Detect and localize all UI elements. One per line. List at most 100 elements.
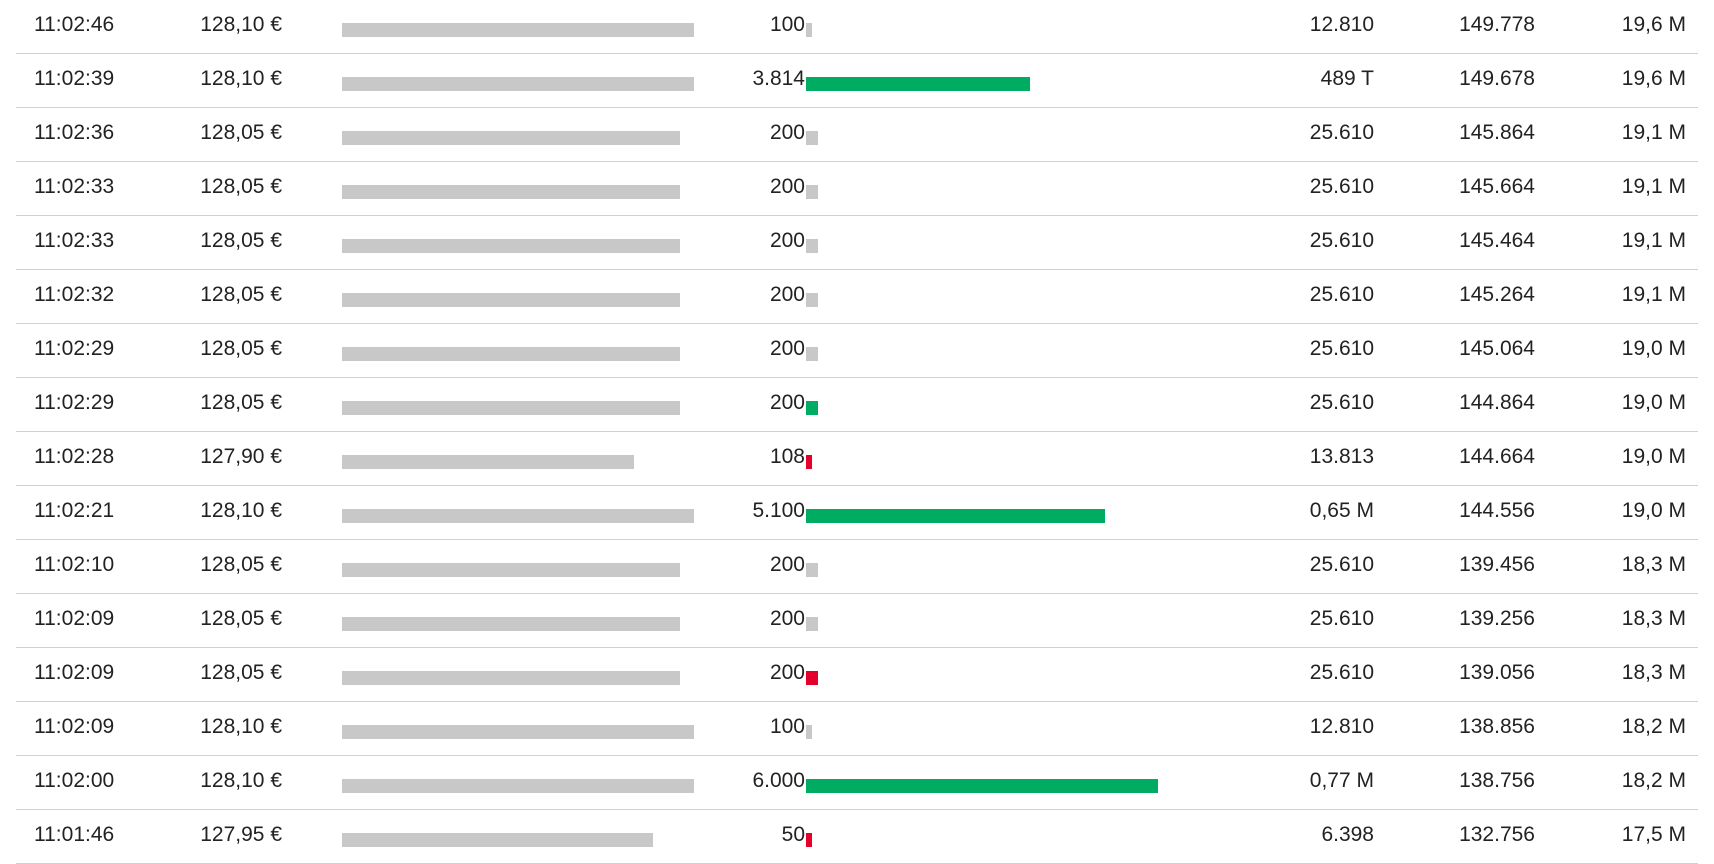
trade-price: 128,10 €: [200, 67, 282, 90]
turnover: 17,5 M: [1621, 823, 1686, 846]
trade-volume: 200: [769, 391, 805, 414]
trade-price: 128,05 €: [200, 121, 282, 144]
price-bar: [342, 347, 680, 361]
trade-volume: 3.814: [752, 67, 805, 90]
trade-value: 12.810: [1309, 715, 1374, 738]
trade-row: 11:02:21 128,10 € 5.100 0,65 M 144.556 19,0 M: [16, 486, 1698, 540]
trade-price: 128,05 €: [200, 607, 282, 630]
trade-price: 127,95 €: [200, 823, 282, 846]
trade-volume: 200: [769, 229, 805, 252]
trade-value: 0,77 M: [1309, 769, 1374, 792]
trade-volume: 200: [769, 121, 805, 144]
turnover: 18,3 M: [1621, 607, 1686, 630]
volume-bar-neutral: [806, 23, 812, 37]
trade-volume: 108: [769, 445, 805, 468]
trade-volume: 200: [769, 661, 805, 684]
trade-time: 11:02:32: [34, 283, 115, 306]
trade-time: 11:02:33: [34, 229, 115, 252]
cumulative-volume: 144.664: [1459, 445, 1535, 468]
trade-time: 11:02:09: [34, 715, 115, 738]
turnover: 19,1 M: [1621, 121, 1686, 144]
trade-volume: 5.100: [752, 499, 805, 522]
turnover: 19,1 M: [1621, 229, 1686, 252]
trade-volume: 6.000: [752, 769, 805, 792]
volume-bar-neutral: [806, 617, 818, 631]
price-bar: [342, 293, 680, 307]
trade-price: 128,05 €: [200, 553, 282, 576]
volume-bar-neutral: [806, 185, 818, 199]
trade-time: 11:02:36: [34, 121, 115, 144]
trade-volume: 200: [769, 607, 805, 630]
trade-row: 11:02:29 128,05 € 200 25.610 145.064 19,0 M: [16, 324, 1698, 378]
trade-row: 11:02:46 128,10 € 100 12.810 149.778 19,6 M: [16, 0, 1698, 54]
price-bar: [342, 725, 694, 739]
trade-time: 11:02:00: [34, 769, 115, 792]
price-bar: [342, 563, 680, 577]
cumulative-volume: 145.664: [1459, 175, 1535, 198]
trade-volume: 200: [769, 553, 805, 576]
trade-time: 11:02:21: [34, 499, 115, 522]
trade-volume: 200: [769, 175, 805, 198]
turnover: 18,2 M: [1621, 769, 1686, 792]
cumulative-volume: 149.678: [1459, 67, 1535, 90]
cumulative-volume: 145.264: [1459, 283, 1535, 306]
turnover: 19,6 M: [1621, 13, 1686, 36]
cumulative-volume: 145.064: [1459, 337, 1535, 360]
trade-row: 11:01:46 127,95 € 50 6.398 132.756 17,5 M: [16, 810, 1698, 864]
cumulative-volume: 144.864: [1459, 391, 1535, 414]
cumulative-volume: 145.464: [1459, 229, 1535, 252]
trade-value: 25.610: [1309, 607, 1374, 630]
volume-bar-neutral: [806, 347, 818, 361]
trade-row: 11:02:33 128,05 € 200 25.610 145.664 19,1 M: [16, 162, 1698, 216]
trade-value: 25.610: [1309, 337, 1374, 360]
trade-row: 11:02:28 127,90 € 108 13.813 144.664 19,0 M: [16, 432, 1698, 486]
trades-table: 11:02:46 128,10 € 100 12.810 149.778 19,6 M 11…: [16, 0, 1698, 864]
trade-row: 11:02:10 128,05 € 200 25.610 139.456 18,3 M: [16, 540, 1698, 594]
trade-time: 11:02:09: [34, 661, 115, 684]
price-bar: [342, 833, 653, 847]
volume-bar-neutral: [806, 131, 818, 145]
volume-bar-buy: [806, 779, 1158, 793]
price-bar: [342, 671, 680, 685]
trade-price: 128,10 €: [200, 13, 282, 36]
trade-time: 11:02:39: [34, 67, 115, 90]
turnover: 19,6 M: [1621, 67, 1686, 90]
turnover: 19,0 M: [1621, 337, 1686, 360]
turnover: 19,1 M: [1621, 283, 1686, 306]
price-bar: [342, 617, 680, 631]
trade-row: 11:02:09 128,05 € 200 25.610 139.056 18,3 M: [16, 648, 1698, 702]
trade-value: 25.610: [1309, 175, 1374, 198]
turnover: 18,2 M: [1621, 715, 1686, 738]
cumulative-volume: 144.556: [1459, 499, 1535, 522]
trade-time: 11:02:29: [34, 391, 115, 414]
trade-volume: 50: [781, 823, 805, 846]
cumulative-volume: 149.778: [1459, 13, 1535, 36]
trade-value: 25.610: [1309, 283, 1374, 306]
turnover: 19,0 M: [1621, 499, 1686, 522]
trade-value: 25.610: [1309, 229, 1374, 252]
trade-row: 11:02:36 128,05 € 200 25.610 145.864 19,1 M: [16, 108, 1698, 162]
volume-bar-neutral: [806, 563, 818, 577]
cumulative-volume: 138.856: [1459, 715, 1535, 738]
trade-value: 25.610: [1309, 553, 1374, 576]
trade-value: 6.398: [1321, 823, 1374, 846]
trade-price: 128,05 €: [200, 661, 282, 684]
cumulative-volume: 139.256: [1459, 607, 1535, 630]
trade-price: 128,05 €: [200, 229, 282, 252]
cumulative-volume: 138.756: [1459, 769, 1535, 792]
trade-time: 11:02:29: [34, 337, 115, 360]
price-bar: [342, 23, 694, 37]
trade-price: 128,10 €: [200, 499, 282, 522]
turnover: 18,3 M: [1621, 661, 1686, 684]
trade-value: 25.610: [1309, 661, 1374, 684]
trade-value: 25.610: [1309, 121, 1374, 144]
trade-time: 11:02:09: [34, 607, 115, 630]
price-bar: [342, 77, 694, 91]
turnover: 19,0 M: [1621, 391, 1686, 414]
trade-time: 11:02:46: [34, 13, 115, 36]
trade-volume: 100: [769, 13, 805, 36]
trade-row: 11:02:09 128,10 € 100 12.810 138.856 18,2 M: [16, 702, 1698, 756]
trade-time: 11:02:28: [34, 445, 115, 468]
price-bar: [342, 401, 680, 415]
trade-volume: 200: [769, 337, 805, 360]
